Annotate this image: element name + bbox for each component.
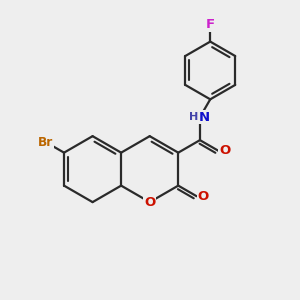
Text: O: O	[144, 196, 155, 208]
Text: Br: Br	[38, 136, 53, 148]
Text: H: H	[189, 112, 198, 122]
Text: F: F	[206, 18, 215, 31]
Text: O: O	[219, 144, 230, 157]
Text: O: O	[197, 190, 209, 203]
Text: N: N	[199, 111, 210, 124]
